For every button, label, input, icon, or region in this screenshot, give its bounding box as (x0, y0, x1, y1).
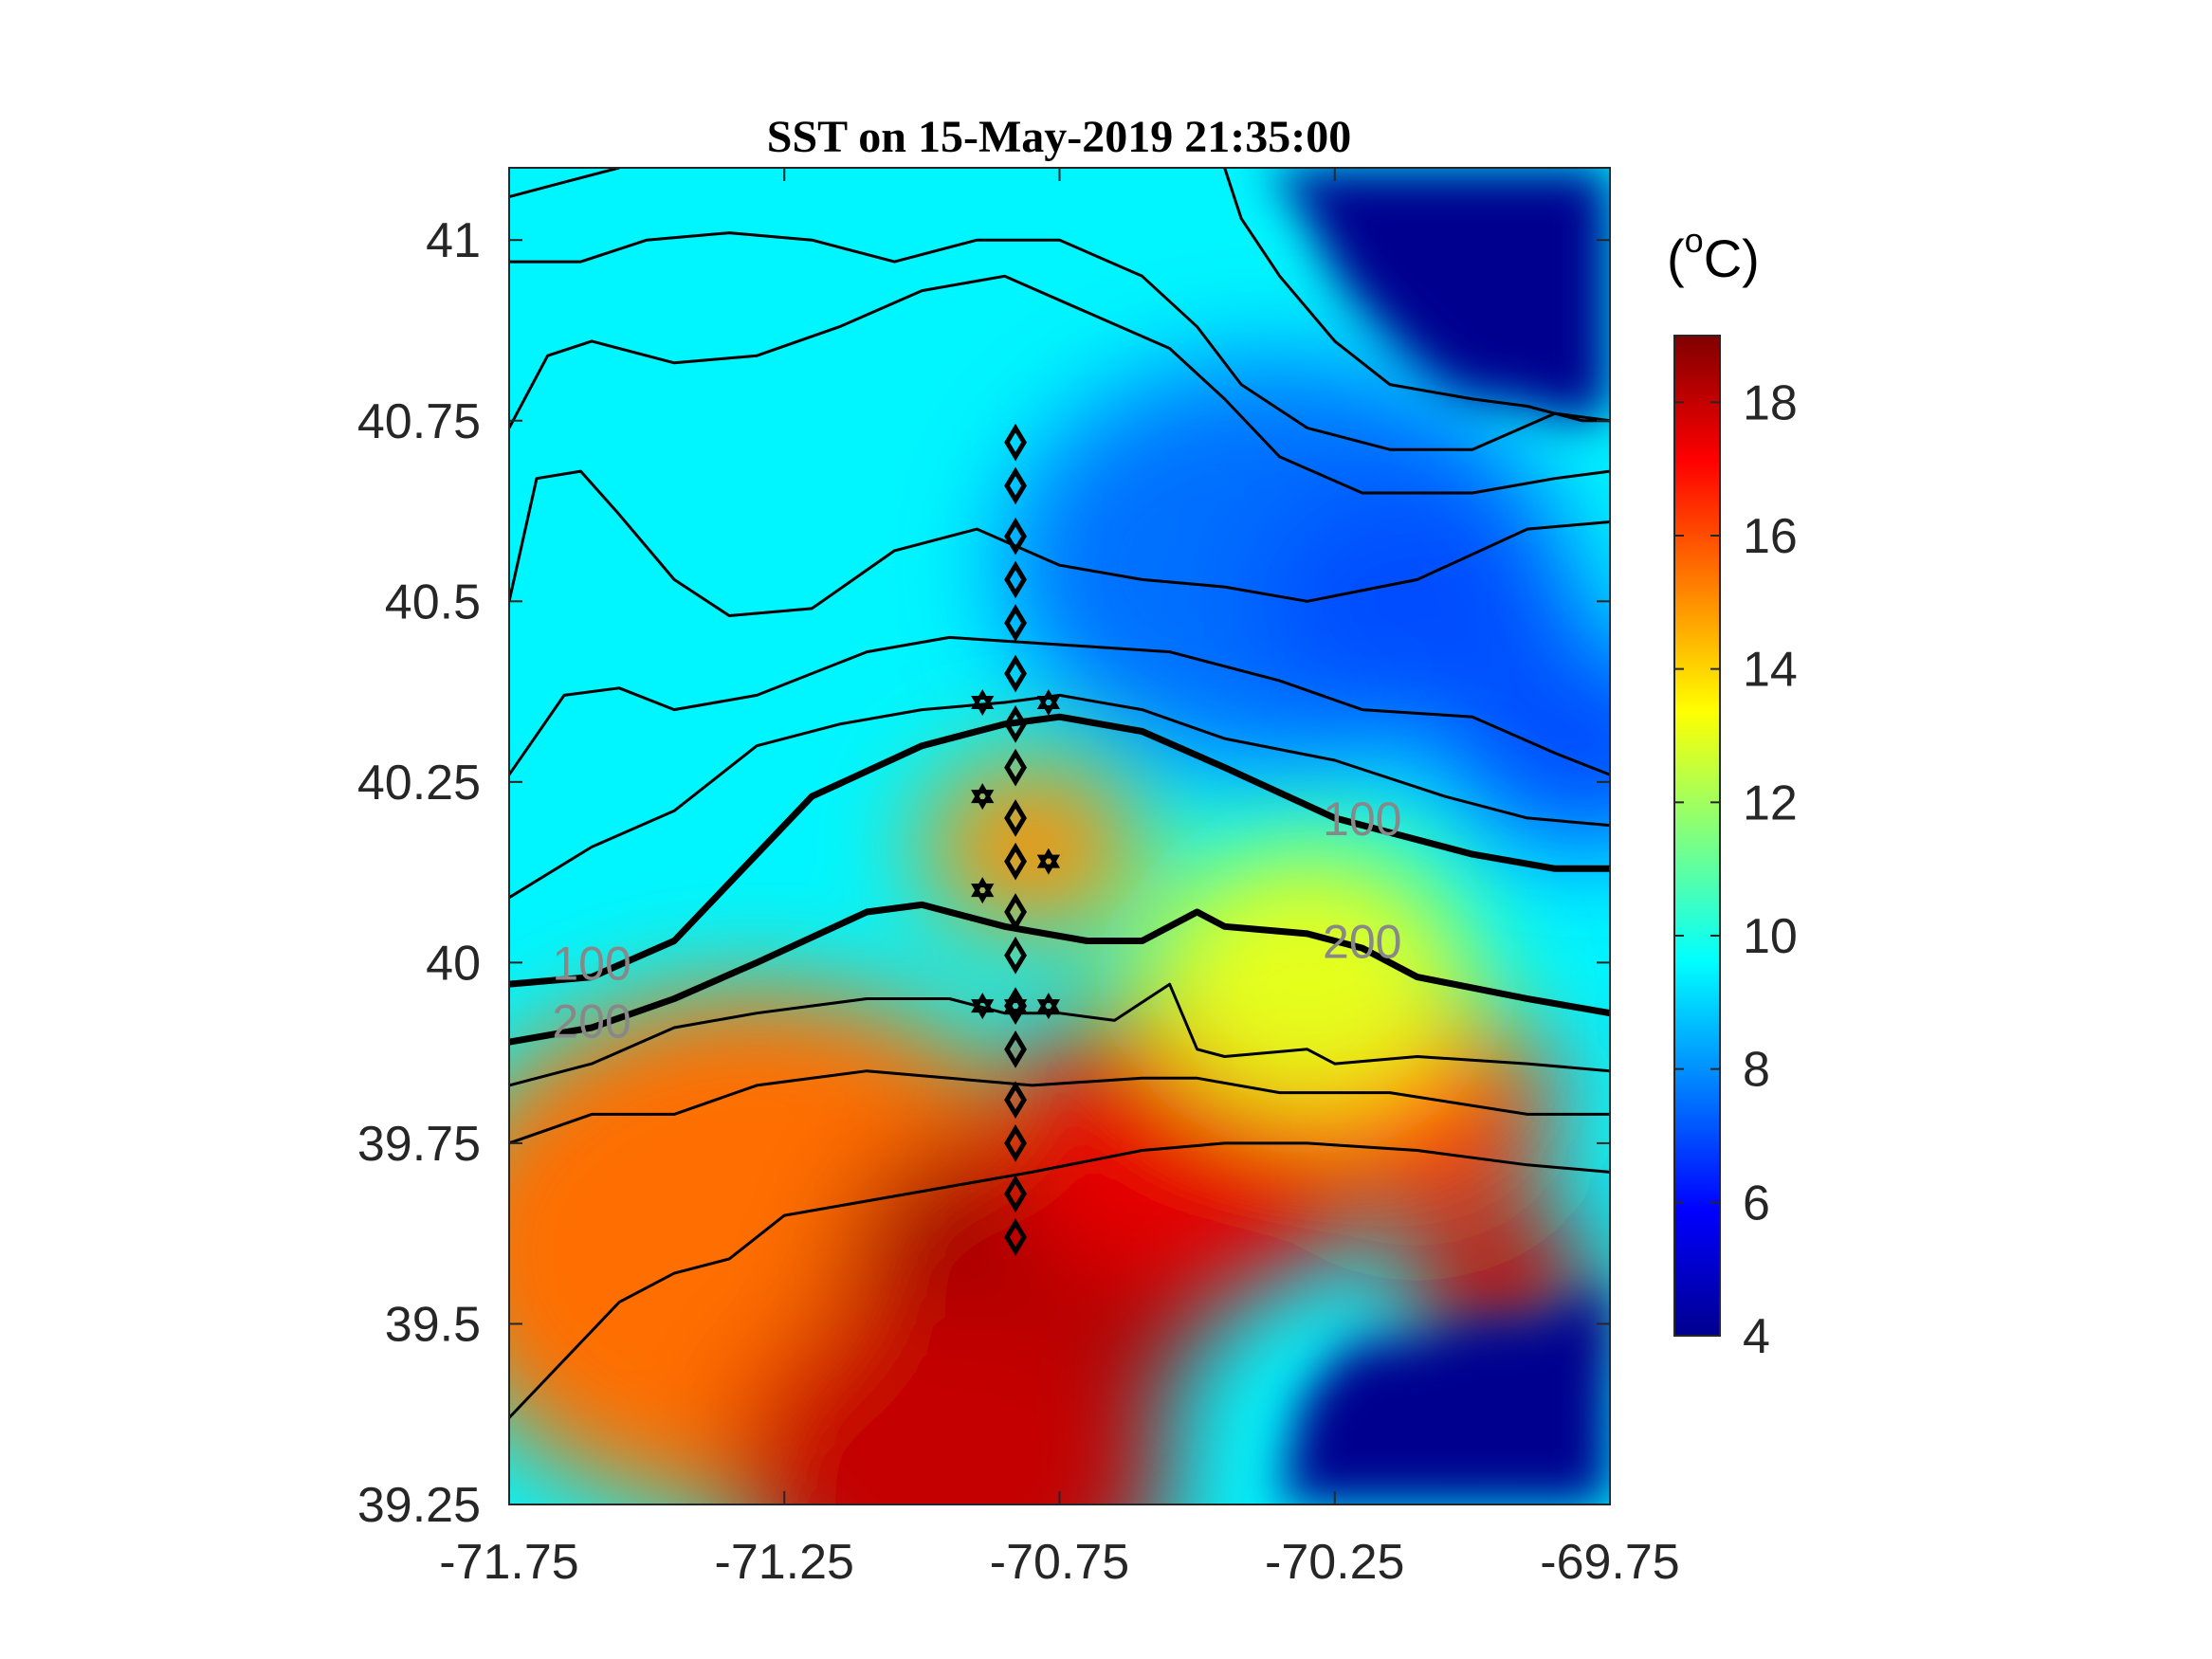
station-diamond (1004, 517, 1027, 556)
y-tick-label: 39.5 (385, 1297, 481, 1352)
warm-patch (729, 1292, 1170, 1504)
warm-patch (922, 758, 1143, 936)
station-diamond (1004, 1175, 1027, 1213)
x-tick-label: -71.75 (439, 1535, 578, 1590)
colorbar-gradient (1673, 335, 1721, 1337)
contour-line-c5 (509, 231, 1610, 451)
station-diamond (1004, 936, 1027, 975)
station-hexagram (1036, 993, 1061, 1020)
y-tick-label: 41 (426, 213, 481, 268)
station-hexagram (971, 783, 995, 811)
colorbar: 4 6 8 10 12 14 16 18 (oC) (1667, 221, 1798, 1364)
contour-line-100 (509, 713, 1610, 988)
cold-patch (1444, 642, 1610, 849)
station-diamond (1004, 423, 1027, 462)
station-diamond (1004, 799, 1027, 837)
station-diamond (1004, 705, 1027, 743)
colorbar-tick-label: 16 (1743, 509, 1798, 564)
colorbar-ticks: 4 6 8 10 12 14 16 18 (1674, 375, 1798, 1364)
x-axis: -71.75 -71.25 -70.75 -70.25 -69.75 (439, 168, 1680, 1590)
contour-line-c9 (509, 1069, 1610, 1145)
depth-contours (509, 168, 1610, 1419)
station-diamond (1004, 604, 1027, 643)
station-diamond (1004, 466, 1027, 505)
contour-label: 200 (552, 994, 631, 1048)
y-axis: 39.25 39.5 39.75 40 40.25 40.5 40.75 41 (357, 213, 1610, 1533)
station-hexagram (1036, 848, 1061, 875)
contour-line-c8 (509, 982, 1610, 1087)
station-diamond (1004, 654, 1027, 693)
contour-line-c10 (509, 1141, 1610, 1419)
contour-label: 100 (552, 937, 631, 990)
station-diamond (1004, 748, 1027, 787)
sst-heatmap (509, 168, 1610, 1504)
x-tick-label: -70.75 (990, 1535, 1129, 1590)
station-hexagram (971, 877, 995, 904)
contour-line-200 (509, 901, 1610, 1046)
station-hexagram (971, 993, 995, 1020)
cold-water-southeast (1280, 1289, 1610, 1504)
colorbar-tick-label: 4 (1743, 1309, 1770, 1364)
colorbar-tick-label: 8 (1743, 1043, 1770, 1098)
x-tick-label: -70.25 (1265, 1535, 1404, 1590)
colorbar-tick-label: 18 (1743, 375, 1798, 430)
y-tick-label: 40.75 (357, 394, 481, 449)
warm-patch (1142, 845, 1472, 1109)
station-diamond (1004, 1030, 1027, 1068)
contour-label: 100 (1323, 793, 1401, 846)
land-cape-cod (1266, 168, 1610, 419)
station-diamond (1004, 560, 1027, 599)
sst-land-masks (1266, 168, 1610, 1504)
colorbar-tick-label: 14 (1743, 643, 1798, 698)
station-hexagram (1036, 688, 1061, 717)
station-hexagram (971, 688, 995, 717)
y-tick-label: 40 (426, 936, 481, 991)
station-diamond (1004, 842, 1027, 881)
y-tick-label: 39.75 (357, 1117, 481, 1172)
colorbar-unit: (oC) (1667, 221, 1760, 288)
x-tick-label: -71.25 (715, 1535, 854, 1590)
station-diamond (1004, 1081, 1027, 1120)
station-markers (971, 423, 1061, 1256)
station-hexagram (1003, 993, 1028, 1020)
y-tick-label: 39.25 (357, 1478, 481, 1533)
x-tick-label: -69.75 (1540, 1535, 1679, 1590)
y-tick-label: 40.5 (385, 574, 481, 629)
contour-line-c2 (509, 693, 1610, 900)
contour-line-c4 (509, 274, 1610, 495)
contour-label: 200 (1323, 916, 1401, 969)
contour-line-c3 (509, 469, 1610, 617)
colorbar-tick-label: 6 (1743, 1176, 1770, 1231)
station-diamond (1004, 1124, 1027, 1162)
colorbar-tick-label: 12 (1743, 775, 1798, 830)
contour-line-c6 (509, 168, 620, 198)
chart-title: SST on 15-May-2019 21:35:00 (767, 112, 1351, 162)
cold-patch (1252, 477, 1582, 725)
contour-line-c7 (1223, 168, 1610, 423)
y-tick-label: 40.25 (357, 756, 481, 811)
station-diamond (1004, 893, 1027, 931)
sst-cold-patches (1004, 358, 1610, 849)
station-diamond (1004, 1218, 1027, 1256)
colorbar-tick-label: 10 (1743, 909, 1798, 964)
contour-line-c1 (509, 635, 1610, 776)
